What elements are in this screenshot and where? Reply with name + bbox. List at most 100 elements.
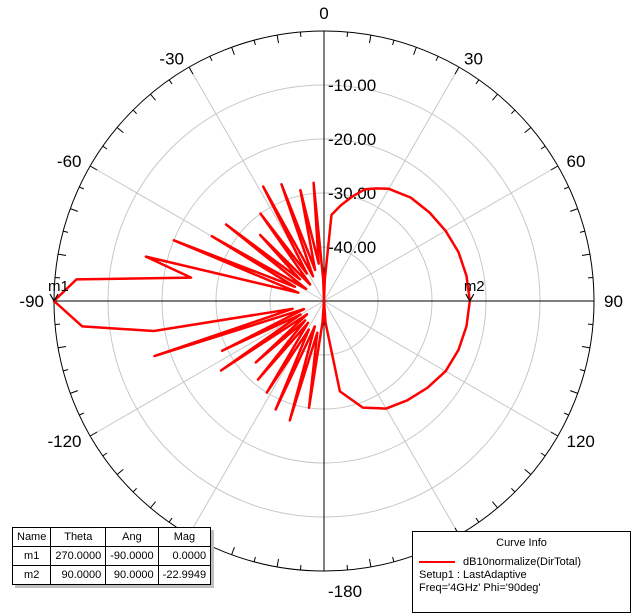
angle-tick — [435, 56, 439, 62]
angle-label: -120 — [47, 432, 81, 451]
marker-name-cell: m2 — [11, 565, 52, 585]
angle-tick — [168, 517, 173, 523]
angle-tick — [116, 127, 124, 133]
curve-info-title: Curve Info — [496, 537, 547, 549]
angle-tick — [231, 547, 235, 555]
angle-tick — [188, 66, 194, 75]
angle-tick — [511, 109, 516, 114]
angle-label: 60 — [566, 152, 585, 171]
angle-tick — [475, 517, 480, 523]
marker-label: m2 — [464, 278, 485, 295]
marker-label: m1 — [48, 278, 69, 295]
angle-tick — [563, 412, 569, 416]
radial-labels: -10.00 -20.00 -30.00 -40.00 — [328, 76, 376, 257]
table-row: m2 90.0000 90.0000 -22.9949 — [11, 565, 212, 585]
marker-table-header: Name Theta Ang Mag — [11, 527, 212, 547]
markers: m1 m2 — [48, 278, 485, 303]
marker-mag-cell: -22.9949 — [157, 565, 212, 585]
marker-m1: m1 — [48, 278, 69, 303]
angle-tick — [413, 47, 417, 55]
angle-label: -180 — [328, 582, 362, 601]
angle-tick — [550, 165, 559, 171]
grid-spoke — [323, 66, 460, 302]
angle-tick — [511, 488, 516, 493]
marker-mag-cell: 0.0000 — [157, 546, 212, 566]
radial-label: -20.00 — [328, 130, 376, 149]
angle-tick — [579, 230, 585, 233]
curve-info-trace: dB10normalize(DirTotal) — [413, 554, 630, 569]
traces — [52, 181, 472, 422]
angle-tick — [524, 127, 532, 133]
marker-m2: m2 — [464, 278, 485, 303]
marker-ang-cell: -90.0000 — [105, 546, 159, 566]
radial-label: -10.00 — [328, 76, 376, 95]
angle-tick — [369, 35, 372, 44]
angle-tick — [392, 40, 395, 46]
grid-spoke — [323, 300, 559, 437]
angle-tick — [454, 66, 460, 75]
table-row: m1 270.0000 -90.0000 0.0000 — [11, 546, 212, 566]
marker-name-cell: m1 — [11, 546, 52, 566]
angle-tick — [132, 488, 137, 493]
angle-tick — [116, 469, 124, 475]
angle-tick — [369, 558, 372, 567]
angle-tick — [70, 208, 78, 212]
angle-tick — [79, 412, 85, 416]
curve-info-params: Freq='4GHz' Phi='90deg' — [419, 582, 541, 594]
angle-tick — [63, 230, 69, 233]
angle-tick — [150, 501, 156, 509]
marker-table-header-mag: Mag — [157, 527, 212, 547]
angle-label: 0 — [319, 4, 328, 23]
angle-tick — [540, 452, 546, 457]
angle-tick — [209, 56, 213, 62]
angle-tick — [102, 145, 108, 150]
angle-tick — [58, 253, 67, 256]
angle-tick — [392, 556, 395, 562]
angle-label: -90 — [19, 292, 44, 311]
curve-info-trace-label: dB10normalize(DirTotal) — [463, 555, 581, 568]
angle-tick — [550, 431, 559, 437]
angle-tick — [231, 47, 235, 55]
marker-triangle-icon — [465, 293, 475, 303]
angle-tick — [150, 93, 156, 101]
angle-tick — [492, 501, 498, 509]
angle-tick — [475, 79, 480, 85]
angle-tick — [132, 109, 137, 114]
radial-label: -30.00 — [328, 184, 376, 203]
angle-label: -60 — [57, 152, 82, 171]
angle-tick — [570, 208, 578, 212]
trace-line — [52, 181, 472, 422]
angle-tick — [581, 253, 590, 256]
grid-spoke — [323, 165, 559, 302]
marker-table-header-name: Name — [11, 527, 52, 547]
angle-labels: 0 30 60 90 120 -30 -60 -90 -120 -180 — [19, 4, 623, 601]
grid-spoke — [323, 300, 460, 536]
angle-label: -30 — [159, 50, 184, 69]
angle-tick — [168, 79, 173, 85]
angle-tick — [276, 35, 279, 44]
angle-tick — [540, 145, 546, 150]
marker-ang-cell: 90.0000 — [105, 565, 159, 585]
curve-info-setup: Setup1 : LastAdaptive — [419, 569, 527, 581]
angle-tick — [492, 93, 498, 101]
angle-tick — [89, 431, 98, 437]
angle-label: 120 — [566, 432, 594, 451]
grid-spoke — [89, 300, 325, 437]
curve-info-legend: Curve Info dB10normalize(DirTotal) Setup… — [412, 531, 631, 613]
angle-tick — [58, 346, 67, 349]
angle-tick — [79, 186, 85, 190]
angle-tick — [581, 346, 590, 349]
marker-theta-cell: 90.0000 — [50, 565, 107, 585]
angle-tick — [563, 186, 569, 190]
radial-label: -40.00 — [328, 238, 376, 257]
angle-label: 30 — [464, 50, 483, 69]
angle-tick — [102, 452, 108, 457]
marker-table-header-ang: Ang — [105, 527, 159, 547]
angle-tick — [89, 165, 98, 171]
angle-tick — [570, 390, 578, 394]
angle-tick — [579, 369, 585, 372]
marker-triangle-icon — [49, 293, 59, 303]
angle-tick — [70, 390, 78, 394]
angle-tick — [253, 556, 256, 562]
angle-tick — [276, 558, 279, 567]
